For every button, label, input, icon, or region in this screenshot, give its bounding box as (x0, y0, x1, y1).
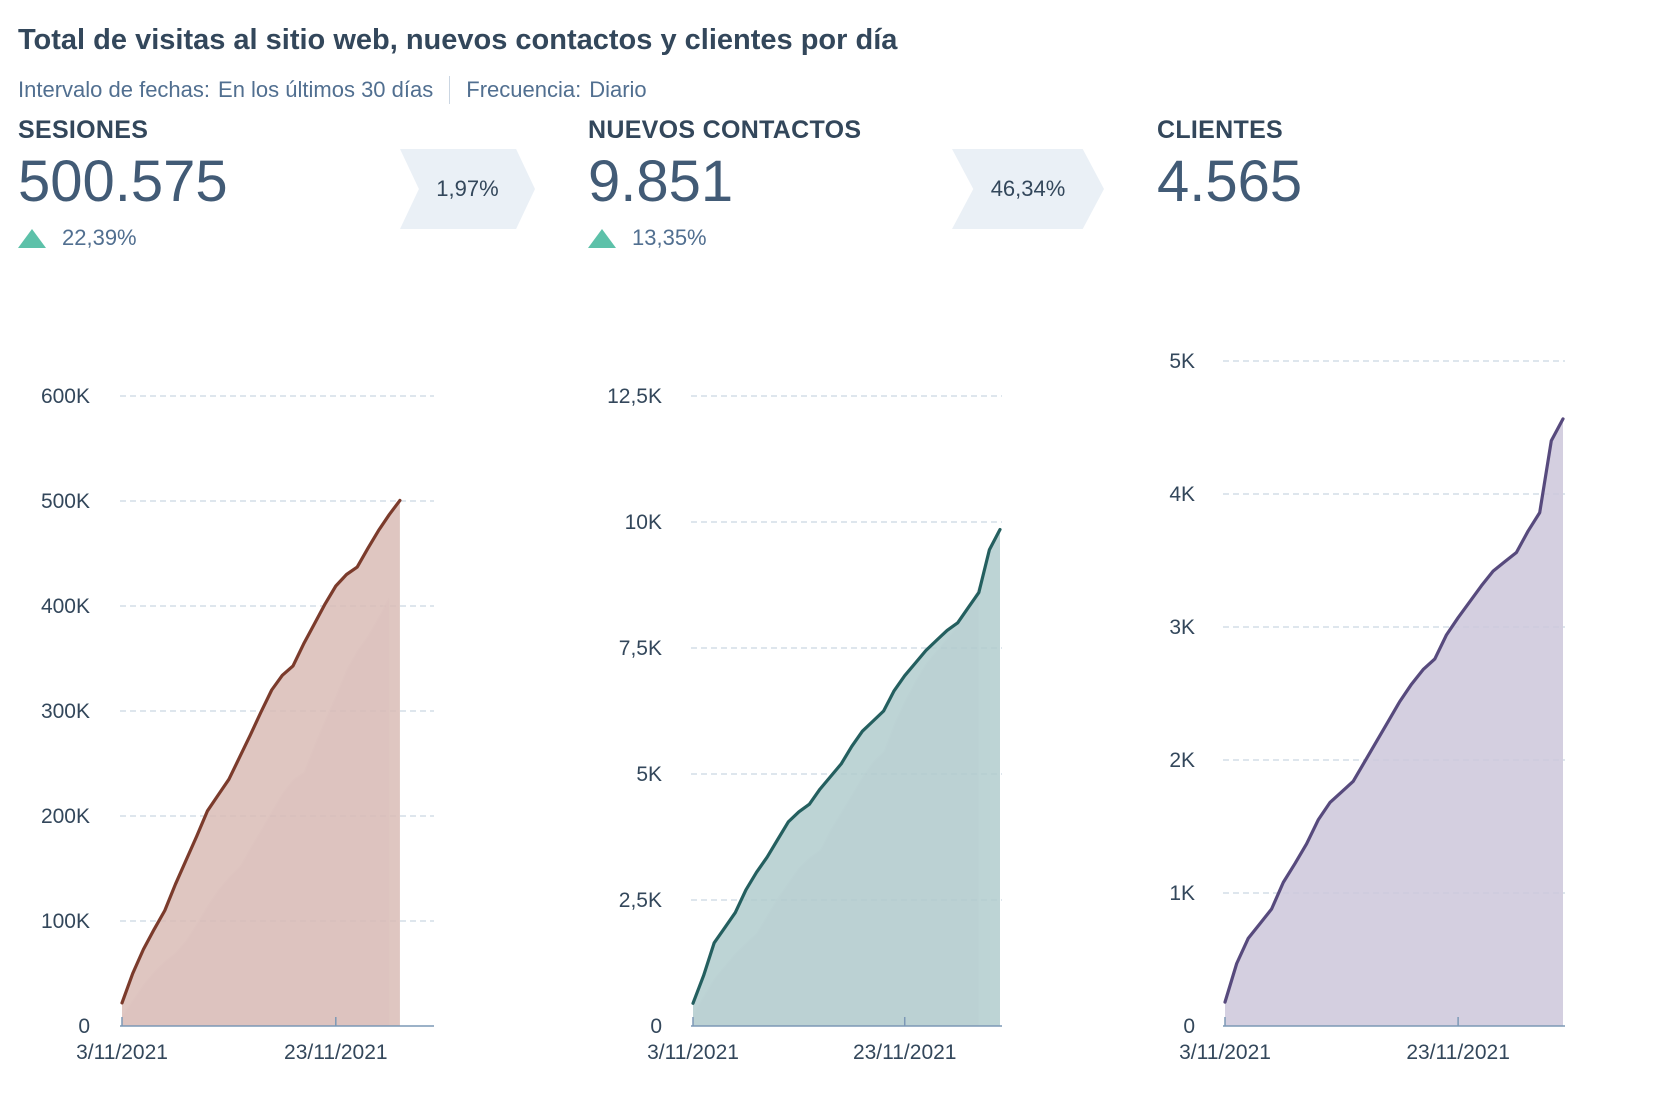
customers-y-tick-label: 2K (1169, 749, 1195, 772)
frequency-value[interactable]: Diario (589, 77, 647, 102)
sessions-y-tick-label: 300K (41, 700, 90, 723)
customers-y-tick-label: 0 (1183, 1015, 1195, 1038)
kpi-new-contacts-change-value: 13,35% (632, 225, 707, 250)
sessions-y-tick-label: 500K (41, 490, 90, 513)
sessions-y-tick-label: 200K (41, 805, 90, 828)
customers-current-area (1225, 418, 1563, 1026)
contacts-y-tick-label: 7,5K (619, 637, 662, 660)
up-triangle-icon (18, 228, 46, 248)
conversion-rate-value: 46,34% (990, 176, 1066, 201)
date-range-label: Intervalo de fechas: (18, 77, 211, 102)
kpi-new-contacts-value: 9.851 (588, 149, 734, 214)
contacts-y-tick-label: 10K (625, 511, 662, 534)
report-title: Total de visitas al sitio web, nuevos co… (18, 24, 898, 56)
kpi-sessions-value: 500.575 (18, 149, 228, 214)
customers-current-line (1223, 417, 1565, 1004)
kpi-sessions: SESIONES 500.575 22,39% (18, 116, 228, 251)
customers-y-tick-label: 4K (1169, 483, 1195, 506)
contacts-x-tick-label: 23/11/2021 (853, 1041, 957, 1064)
sessions-y-tick-label: 400K (41, 595, 90, 618)
contacts-current-line (691, 527, 1002, 1005)
contacts-y-tick-label: 5K (636, 763, 662, 786)
sessions-y-tick-label: 100K (41, 910, 90, 933)
report-filters: Intervalo de fechas: En los últimos 30 d… (18, 76, 647, 104)
sessions-y-tick-label: 600K (41, 385, 90, 408)
sessions-current-area (122, 500, 400, 1026)
kpi-customers-label: CLIENTES (1157, 116, 1284, 144)
kpi-sessions-change-value: 22,39% (62, 225, 137, 250)
conversion-rate-value: 1,97% (436, 176, 499, 201)
kpi-new-contacts-change: 13,35% (588, 225, 861, 251)
contacts-current-area (693, 529, 1000, 1026)
kpi-sessions-label: SESIONES (18, 116, 149, 144)
customers-x-tick-label: 23/11/2021 (1406, 1041, 1510, 1064)
kpi-customers: CLIENTES 4.565 (1157, 116, 1302, 213)
conversion-rate-sessions-to-contacts: 1,97% (400, 149, 535, 229)
kpi-customers-value: 4.565 (1157, 149, 1303, 214)
contacts-y-tick-label: 2,5K (619, 889, 662, 912)
contacts-y-tick-label: 0 (650, 1015, 662, 1038)
sessions-x-tick-label: 23/11/2021 (284, 1041, 388, 1064)
sessions-current-line (120, 498, 402, 1005)
frequency-label: Frecuencia: (466, 77, 582, 102)
customers-y-tick-label: 1K (1169, 882, 1195, 905)
filter-divider (449, 76, 451, 104)
contacts-y-tick-label: 12,5K (607, 385, 662, 408)
customers-y-tick-label: 3K (1169, 616, 1195, 639)
customers-y-tick-label: 5K (1169, 350, 1195, 373)
kpi-new-contacts: NUEVOS CONTACTOS 9.851 13,35% (588, 116, 861, 251)
kpi-sessions-change: 22,39% (18, 225, 228, 251)
up-triangle-icon (588, 228, 616, 248)
sessions-y-tick-label: 0 (78, 1015, 90, 1038)
conversion-rate-contacts-to-customers: 46,34% (952, 149, 1104, 229)
date-range-value[interactable]: En los últimos 30 días (218, 77, 434, 102)
kpi-new-contacts-label: NUEVOS CONTACTOS (588, 116, 862, 144)
contacts-x-tick-label: 3/11/2021 (647, 1041, 739, 1064)
customers-x-tick-label: 3/11/2021 (1179, 1041, 1271, 1064)
sessions-x-tick-label: 3/11/2021 (76, 1041, 168, 1064)
